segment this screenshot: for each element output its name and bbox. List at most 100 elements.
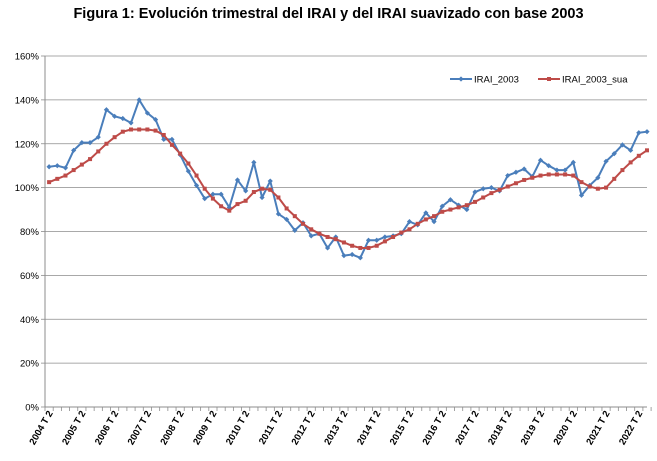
x-tick-label: 2011 T 2 xyxy=(257,409,285,447)
data-point xyxy=(185,168,191,174)
x-tick-label: 2014 T 2 xyxy=(355,409,383,447)
data-point xyxy=(464,206,470,213)
y-tick-label: 140% xyxy=(15,95,40,106)
data-point xyxy=(161,132,166,137)
data-point xyxy=(324,245,331,251)
data-point xyxy=(374,243,379,248)
legend-swatch-marker xyxy=(547,77,551,81)
data-point xyxy=(251,159,257,165)
data-point xyxy=(382,239,387,244)
data-point xyxy=(603,158,609,164)
data-point xyxy=(579,180,584,185)
data-point xyxy=(268,187,273,192)
x-tick-label: 2007 T 2 xyxy=(126,409,154,447)
x-tick-label: 2008 T 2 xyxy=(158,409,186,447)
y-tick-label: 120% xyxy=(15,139,40,150)
data-point xyxy=(644,129,650,135)
data-point xyxy=(620,168,625,173)
data-point xyxy=(235,202,240,207)
data-point xyxy=(152,117,159,123)
data-point xyxy=(521,166,527,172)
y-tick-label: 100% xyxy=(15,183,40,194)
data-point xyxy=(202,195,208,202)
data-point xyxy=(595,186,600,191)
data-point xyxy=(530,175,535,180)
data-point xyxy=(219,204,224,209)
data-point xyxy=(407,227,412,232)
data-point xyxy=(406,219,413,225)
series-irai-2003-sua xyxy=(47,127,649,250)
data-point xyxy=(227,208,232,213)
legend-label: IRAI_2003_sua xyxy=(562,75,628,86)
data-point xyxy=(554,172,559,177)
data-point xyxy=(619,142,626,148)
data-point xyxy=(210,196,215,201)
data-point xyxy=(505,172,511,179)
data-point xyxy=(292,227,298,234)
data-point xyxy=(153,128,158,133)
data-point xyxy=(308,233,314,239)
data-point xyxy=(275,211,282,217)
data-point xyxy=(128,120,134,126)
data-point xyxy=(46,164,52,170)
x-tick-label: 2009 T 2 xyxy=(191,409,219,447)
data-point xyxy=(137,127,142,132)
x-tick-label: 2010 T 2 xyxy=(224,409,252,447)
data-point xyxy=(538,173,543,178)
data-point xyxy=(120,129,125,134)
data-point xyxy=(488,185,494,191)
data-point xyxy=(309,227,314,232)
x-axis-ticks: 2004 T 2 2005 T 2 2006 T 2 2007 T 2 2008 T 2… xyxy=(27,407,652,447)
data-point xyxy=(218,191,224,197)
data-point xyxy=(365,237,372,243)
data-point xyxy=(645,148,649,153)
data-point xyxy=(497,187,502,192)
data-point xyxy=(522,177,527,182)
data-point xyxy=(71,168,76,173)
data-point xyxy=(571,173,576,178)
data-point xyxy=(129,127,133,132)
data-point xyxy=(612,176,617,181)
data-point xyxy=(259,194,265,201)
data-point xyxy=(537,157,544,163)
data-point xyxy=(456,202,462,208)
x-tick-label: 2004 T 2 xyxy=(27,409,55,447)
series-lines xyxy=(46,97,650,261)
chart-title: Figura 1: Evolución trimestral del IRAI … xyxy=(73,6,584,22)
data-point xyxy=(628,160,633,165)
data-point xyxy=(88,157,93,162)
data-point xyxy=(513,169,519,175)
data-point xyxy=(480,186,486,192)
x-tick-label: 2015 T 2 xyxy=(388,409,416,447)
data-point xyxy=(301,221,305,226)
data-point xyxy=(267,178,273,184)
x-tick-label: 2013 T 2 xyxy=(322,409,350,447)
data-point xyxy=(464,203,469,208)
data-point xyxy=(611,151,617,157)
y-tick-label: 60% xyxy=(20,271,40,282)
data-point xyxy=(194,173,199,178)
data-point xyxy=(382,234,388,240)
x-tick-label: 2018 T 2 xyxy=(486,409,514,447)
data-point xyxy=(604,185,609,190)
data-point xyxy=(276,195,281,200)
data-point xyxy=(260,186,265,191)
data-point xyxy=(358,245,363,250)
data-point xyxy=(317,231,322,236)
data-point xyxy=(325,234,330,239)
legend: IRAI_2003 IRAI_2003_sua xyxy=(450,75,628,86)
data-point xyxy=(284,216,290,223)
x-tick-label: 2017 T 2 xyxy=(453,409,481,447)
data-point xyxy=(399,230,404,235)
data-point xyxy=(178,151,183,156)
data-point xyxy=(349,251,355,258)
data-point xyxy=(47,180,52,185)
data-point xyxy=(595,175,601,181)
data-point xyxy=(423,210,429,216)
data-point xyxy=(636,130,642,136)
data-point xyxy=(103,107,110,113)
data-point xyxy=(144,110,150,116)
data-point xyxy=(456,205,461,210)
data-point xyxy=(136,97,142,103)
data-point xyxy=(374,237,380,243)
